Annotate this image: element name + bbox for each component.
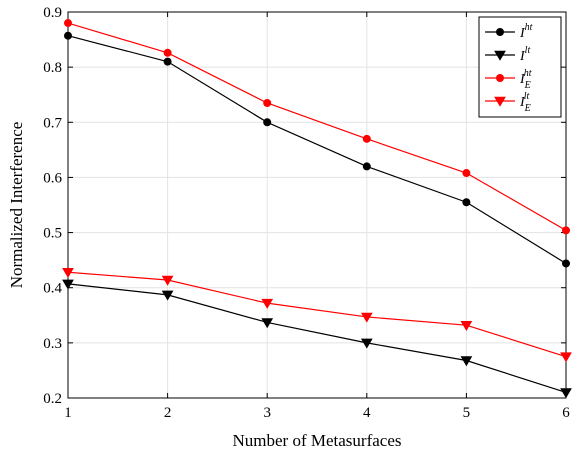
circle-marker [462,169,471,178]
circle-marker [163,48,172,57]
triangle-down-marker [460,320,473,331]
y-tick-label: 0.6 [43,170,62,186]
circle-marker [64,19,72,28]
circle-marker [362,162,371,171]
x-tick-label: 3 [263,405,271,421]
series-line [67,22,567,231]
triangle-down-marker [560,352,572,363]
y-tick-label: 0.2 [43,391,62,407]
plot-frame [67,11,567,399]
circle-marker [163,57,172,66]
axis-ticks: 1 2 3 4 5 6 0.2 0.3 0.4 0.5 0.6 0.7 0.8 0.9 [43,5,570,421]
legend-entry: Ilt [485,45,530,64]
triangle-down-marker [62,279,74,290]
series-2 [64,19,570,235]
triangle-down-marker [494,96,506,107]
triangle-down-marker [360,312,373,323]
circle-marker [462,198,471,207]
y-tick-label: 0.8 [43,60,62,76]
x-tick-label: 5 [463,405,471,421]
series-line [67,35,567,264]
legend-entry: IElt [485,91,531,114]
triangle-down-marker [161,275,174,286]
series-0 [64,31,570,268]
legend-entry: IEht [485,68,532,91]
triangle-down-marker [560,388,572,399]
y-tick-label: 0.5 [43,226,62,242]
y-tick-label: 0.9 [43,5,62,21]
y-axis-label: Normalized Interference [7,122,26,289]
series-line [67,271,567,358]
triangle-down-marker [261,298,274,309]
circle-marker [562,259,570,268]
x-tick-label: 6 [562,405,570,421]
triangle-down-marker [161,290,174,301]
circle-marker [64,31,72,40]
legend-entry: Iht [485,22,533,41]
series-group [62,19,572,399]
circle-marker [562,226,570,235]
circle-marker [362,134,371,143]
legend-box [478,16,562,118]
x-axis-label: Number of Metasurfaces [233,431,402,450]
circle-marker [263,98,272,107]
y-tick-label: 0.3 [43,336,62,352]
triangle-down-marker [460,356,473,367]
triangle-down-marker [494,50,506,61]
x-tick-label: 1 [64,405,72,421]
legend-label: Iht [519,22,533,41]
series-3 [62,268,572,363]
legend-label: Ilt [519,45,530,64]
legend-label: IEht [519,68,532,91]
y-tick-label: 0.4 [43,281,62,297]
circle-marker [263,118,272,127]
triangle-down-marker [62,268,74,279]
circle-marker [496,28,504,36]
x-tick-label: 2 [164,405,172,421]
series-1 [62,279,572,399]
triangle-down-marker [360,338,373,349]
triangle-down-marker [261,318,274,329]
circle-marker [496,74,504,82]
legend-label: IElt [519,91,531,114]
x-tick-label: 4 [363,405,371,421]
y-tick-label: 0.7 [43,115,62,131]
series-line [67,283,567,394]
